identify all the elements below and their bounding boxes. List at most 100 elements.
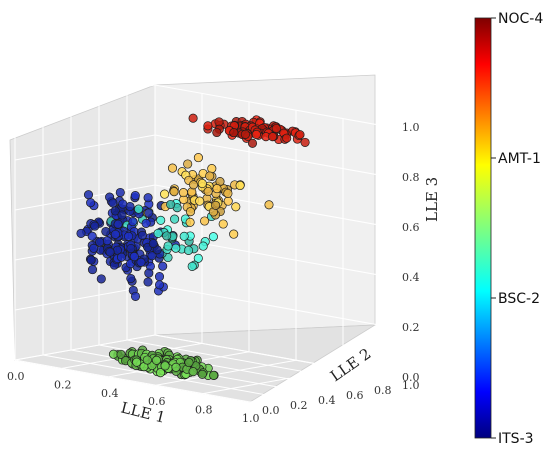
scatter-point (158, 261, 168, 271)
scatter-point (143, 277, 153, 287)
scatter-point (211, 200, 221, 210)
scatter-point (178, 188, 188, 198)
x-tick-label: 0.8 (195, 404, 213, 417)
scatter-point (110, 206, 120, 216)
scatter-point (156, 215, 166, 225)
scatter-point (155, 368, 166, 378)
scatter-point (129, 252, 139, 262)
y-tick-label: 0.8 (374, 384, 392, 397)
scatter-point (195, 196, 205, 206)
scatter-point (271, 123, 281, 134)
scatter-point (116, 252, 127, 262)
scatter-point (142, 355, 152, 365)
scatter-point (188, 113, 198, 123)
scatter-point (185, 207, 196, 217)
scatter-point (171, 362, 181, 372)
grid-line (14, 134, 156, 161)
scatter-point (169, 187, 179, 197)
scatter-point (203, 186, 213, 197)
grid-line (155, 359, 297, 386)
scatter-point (108, 349, 119, 359)
scatter-point (76, 228, 86, 238)
scatter-point (198, 241, 208, 251)
scatter-point (229, 229, 239, 239)
scatter-point (208, 232, 218, 242)
y-tick-label: 0.2 (290, 399, 308, 412)
scatter-point (167, 163, 178, 173)
grid-line (14, 334, 156, 361)
scatter-point (153, 228, 163, 238)
scatter-point (218, 219, 228, 229)
colorbar-ticks: NOC-4 AMT-1 BSC-2 ITS-3 (491, 11, 543, 447)
scatter-point (184, 357, 194, 368)
scatter-point (268, 132, 278, 142)
scatter-point (179, 231, 189, 241)
scatter-point (205, 171, 215, 181)
grid-line (14, 84, 156, 111)
scatter-point (144, 268, 154, 278)
scatter-point (160, 361, 170, 371)
x-tick-label: 0.6 (148, 395, 166, 408)
z-tick-labels: 0.0 0.2 0.4 0.6 0.8 1.0 (402, 121, 420, 384)
scatter-point (197, 369, 207, 379)
scatter-point (134, 204, 144, 214)
scatter-point (147, 251, 157, 261)
scatter-point (240, 129, 250, 139)
scatter-point (102, 236, 112, 246)
scatter-point (90, 221, 100, 231)
scatter-point (108, 198, 118, 208)
x-tick-label: 0.0 (7, 370, 25, 383)
scatter-point (166, 199, 176, 210)
scatter-point (117, 210, 127, 220)
scatter-point (115, 187, 125, 198)
grid-line (154, 84, 391, 128)
colorbar: NOC-4 AMT-1 BSC-2 ITS-3 (474, 11, 543, 447)
grid-line (154, 234, 391, 278)
scatter-point (87, 231, 97, 241)
z-axis-label: LLE 3 (423, 177, 441, 222)
scatter-point (170, 214, 180, 224)
z-tick-label: 0.6 (402, 221, 420, 234)
scatter-point (300, 137, 310, 147)
colorbar-tick-label: NOC-4 (498, 11, 543, 27)
grid-line (154, 134, 391, 178)
scatter-point (160, 189, 170, 199)
scatter-point (116, 349, 126, 359)
scatter-point (223, 188, 233, 198)
grid-line (154, 334, 391, 378)
scatter-point (282, 133, 292, 143)
scatter-point (130, 191, 140, 201)
x-tick-label: 1.0 (242, 412, 260, 425)
scatter-point (113, 219, 123, 229)
grid-line (154, 284, 391, 328)
y-tick-label: 0.0 (262, 404, 280, 417)
scatter-point (137, 230, 148, 240)
scatter-point (132, 357, 142, 367)
scatter-point (212, 127, 222, 138)
scatter-point (86, 255, 96, 265)
scatter-point (171, 243, 181, 253)
y-tick-label: 0.6 (346, 389, 364, 402)
scatter-point (148, 238, 158, 249)
scatter-point (212, 184, 222, 194)
scatter-point (126, 243, 136, 254)
scatter-point (264, 200, 274, 210)
scatter-point (141, 218, 151, 228)
scatter-point (163, 241, 173, 251)
scatter-point (231, 202, 241, 212)
y-tick-label: 1.0 (402, 379, 420, 392)
x-tick-labels: 0.0 0.2 0.4 0.6 0.8 1.0 (7, 370, 260, 425)
scatter-point (136, 257, 146, 267)
scatter-point (197, 178, 207, 189)
x-tick-label: 0.4 (101, 387, 119, 400)
scatter-point (229, 128, 239, 138)
scatter-point (105, 247, 115, 257)
scatter-point (128, 217, 138, 227)
z-tick-label: 0.4 (402, 271, 420, 284)
scatter-point (126, 273, 136, 284)
scatter-point (124, 231, 134, 241)
scatter-point (143, 193, 153, 203)
scatter-point (235, 180, 245, 191)
grid-line (14, 359, 251, 403)
